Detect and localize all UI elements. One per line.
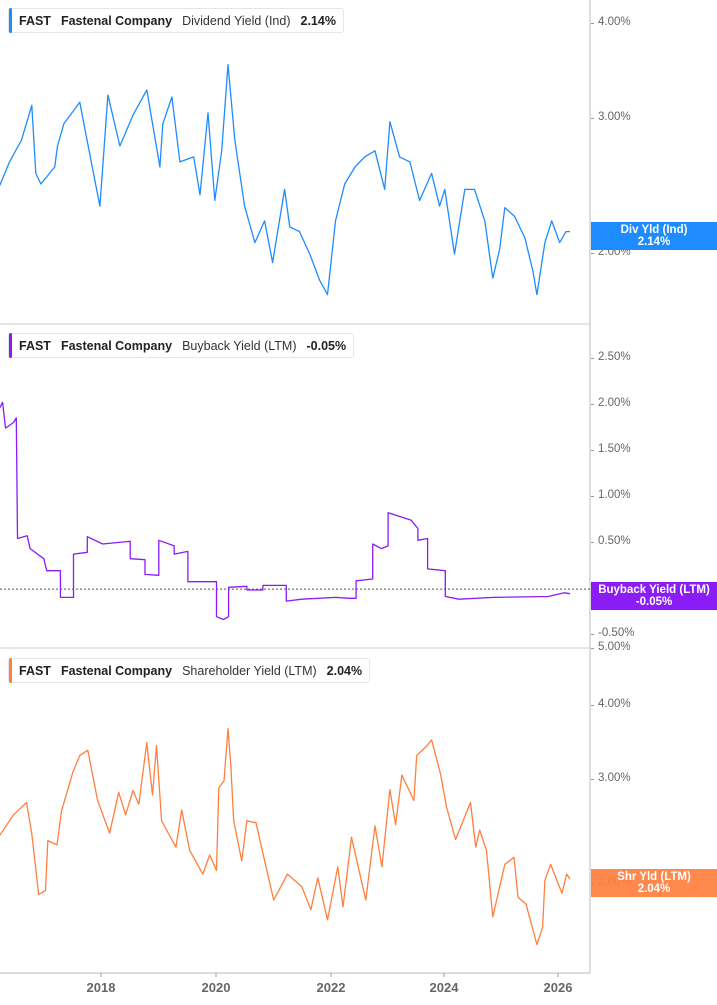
series-color-marker — [9, 658, 12, 683]
legend-ticker: FAST — [19, 338, 51, 353]
x-tick-label: 2020 — [201, 980, 231, 995]
series-line-buyback-yield — [0, 401, 571, 621]
y-tick-label: 2.50% — [591, 351, 631, 364]
legend-value: 2.14% — [300, 13, 336, 28]
badge-label: Buyback Yield (LTM) — [598, 584, 710, 596]
last-value-badge-shareholder: Shr Yld (LTM) 2.04% — [591, 869, 717, 897]
y-tick-label: 4.00% — [591, 16, 631, 28]
y-tick-label: 3.00% — [591, 111, 631, 124]
y-tick-label: 5.00% — [591, 641, 631, 653]
x-tick-label: 2018 — [86, 980, 116, 995]
series-color-marker — [9, 333, 12, 358]
legend-buyback-yield: FAST Fastenal Company Buyback Yield (LTM… — [8, 333, 355, 358]
legend-company: Fastenal Company — [60, 13, 173, 28]
legend-company: Fastenal Company — [60, 338, 173, 353]
y-tick-label: 2.00% — [591, 397, 631, 410]
legend-value: 2.04% — [326, 663, 363, 678]
legend-metric: Shareholder Yield (LTM) — [182, 663, 317, 678]
series-color-marker — [9, 8, 12, 33]
y-tick-label: 1.00% — [591, 489, 631, 502]
legend-shareholder-yield: FAST Fastenal Company Shareholder Yield … — [8, 658, 371, 683]
legend-ticker: FAST — [19, 13, 51, 28]
legend-company: Fastenal Company — [60, 663, 173, 678]
legend-metric: Dividend Yield (Ind) — [182, 13, 291, 28]
last-value-badge-buyback: Buyback Yield (LTM) -0.05% — [591, 582, 717, 610]
legend-dividend-yield: FAST Fastenal Company Dividend Yield (In… — [8, 8, 344, 33]
legend-value: -0.05% — [306, 338, 347, 353]
x-tick-label: 2022 — [316, 980, 346, 995]
x-tick-label: 2026 — [543, 980, 573, 995]
y-tick-label: -0.50% — [590, 627, 635, 640]
badge-label: Shr Yld (LTM) — [617, 871, 691, 883]
badge-value: 2.04% — [637, 883, 671, 895]
y-tick-label: 0.50% — [591, 535, 631, 548]
badge-value: -0.05% — [635, 596, 673, 608]
x-tick-label: 2024 — [429, 980, 459, 995]
y-tick-label: 4.00% — [591, 698, 631, 711]
legend-metric: Buyback Yield (LTM) — [182, 338, 297, 353]
legend-ticker: FAST — [19, 663, 51, 678]
series-line-shareholder-yield — [0, 727, 571, 946]
last-value-badge-dividend: Div Yld (Ind) 2.14% — [591, 222, 717, 250]
badge-value: 2.14% — [637, 236, 671, 248]
badge-label: Div Yld (Ind) — [620, 224, 688, 236]
y-tick-label: 3.00% — [591, 772, 631, 785]
series-line-dividend-yield — [0, 63, 570, 296]
y-tick-label: 1.50% — [591, 443, 631, 456]
